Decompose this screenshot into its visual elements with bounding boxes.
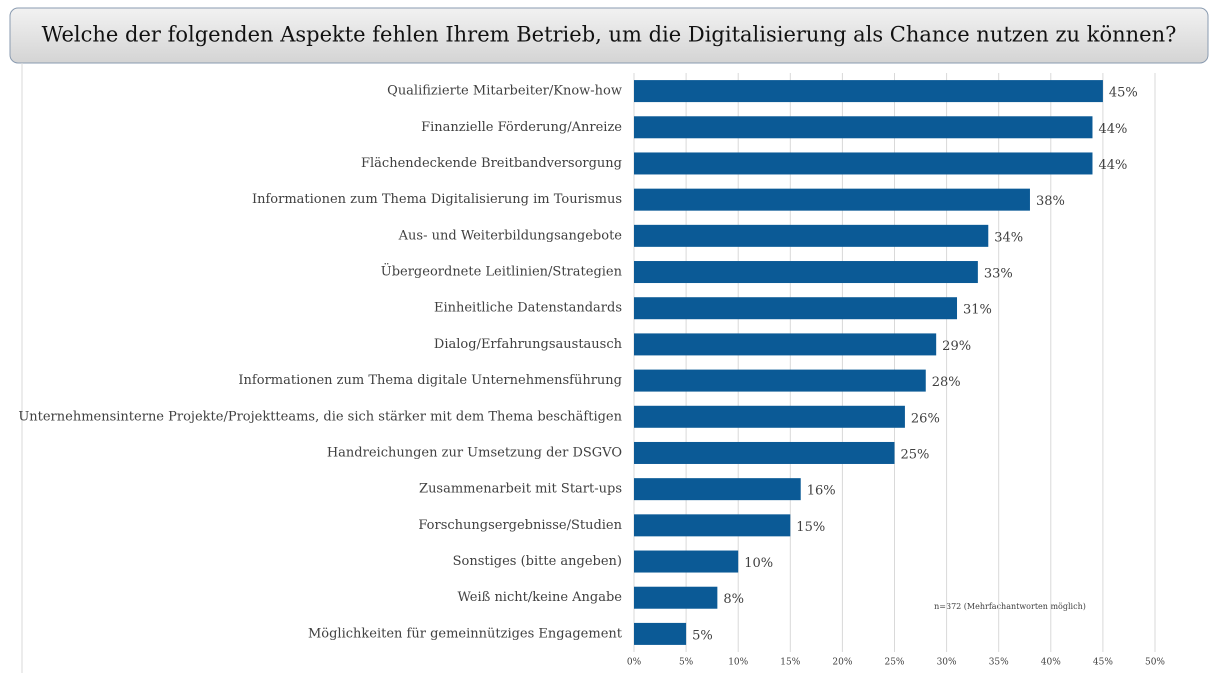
value-label: 38% [1036,194,1065,209]
category-label: Möglichkeiten für gemeinnütziges Engagem… [308,626,623,641]
category-label: Zusammenarbeit mit Start-ups [419,482,622,497]
bar [634,116,1093,139]
x-tick-label: 0% [627,658,642,668]
category-label: Informationen zum Thema Digitalisierung … [252,192,622,207]
value-label: 5% [692,628,713,643]
category-label: Übergeordnete Leitlinien/Strategien [381,263,623,280]
bar [634,478,801,501]
x-tick-label: 35% [989,658,1009,668]
category-label: Qualifizierte Mitarbeiter/Know-how [387,84,622,99]
bar [634,152,1093,175]
category-label: Informationen zum Thema digitale Unterne… [238,373,622,388]
category-label: Finanzielle Förderung/Anreize [421,120,622,135]
value-label: 31% [963,303,992,318]
value-label: 44% [1098,122,1127,137]
x-tick-label: 30% [937,658,957,668]
bar [634,297,958,320]
x-tick-label: 40% [1041,658,1061,668]
x-tick-label: 20% [832,658,852,668]
category-label: Einheitliche Datenstandards [434,301,622,316]
value-label: 44% [1098,158,1127,173]
bar [634,586,718,609]
category-label: Forschungsergebnisse/Studien [418,518,622,533]
bar [634,514,791,537]
bar [634,369,926,392]
chart-title: Welche der folgenden Aspekte fehlen Ihre… [42,23,1177,47]
category-label: Dialog/Erfahrungsaustausch [434,337,623,352]
x-tick-label: 10% [728,658,748,668]
bar [634,405,905,428]
bar [634,550,739,573]
annotation: n=372 (Mehrfachantworten möglich) [934,602,1086,611]
value-label: 34% [994,230,1023,245]
value-label: 33% [984,267,1013,282]
value-label: 15% [796,520,825,535]
title-banner [9,7,1209,64]
value-label: 29% [942,339,971,354]
value-label: 45% [1109,86,1138,101]
value-label: 8% [723,592,744,607]
x-tick-label: 25% [884,658,904,668]
value-label: 26% [911,411,940,426]
bar [634,261,978,284]
x-tick-label: 5% [679,658,694,668]
value-label: 28% [932,375,961,390]
category-label: Unternehmensinterne Projekte/Projektteam… [18,409,622,424]
value-label: 25% [901,447,930,462]
value-label: 16% [807,484,836,499]
value-label: 10% [744,556,773,571]
category-label: Aus- und Weiterbildungsangebote [398,228,623,243]
category-label: Weiß nicht/keine Angabe [457,590,622,605]
bar [634,441,895,464]
bar [634,224,989,247]
category-label: Handreichungen zur Umsetzung der DSGVO [327,445,622,460]
bar [634,80,1103,103]
bar [634,622,687,645]
x-tick-label: 15% [780,658,800,668]
bar [634,188,1030,211]
x-tick-label: 50% [1145,658,1165,668]
x-tick-label: 45% [1093,658,1113,668]
bar [634,333,937,356]
category-label: Sonstiges (bitte angeben) [453,554,622,569]
category-label: Flächendeckende Breitbandversorgung [361,156,622,171]
